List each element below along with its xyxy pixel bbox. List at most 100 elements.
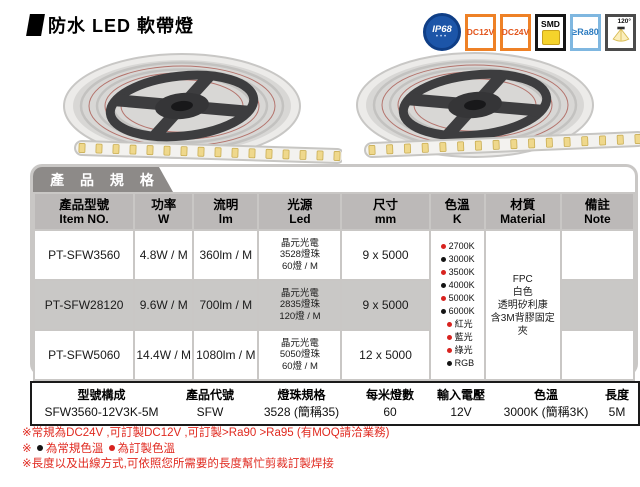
led-source-cell: 晶元光電 5050燈珠 60燈 / M (257, 329, 343, 381)
color-temp-label: 紅光 (454, 319, 473, 329)
bullet-red-icon (446, 335, 452, 340)
power-cell: 9.6W / M (133, 279, 195, 331)
model-column-header: 燈珠規格 (277, 388, 326, 402)
model-value-cell: 12V (450, 404, 472, 419)
dc24v-badge: DC24V (500, 13, 531, 51)
spec-column-header-en: lm (218, 212, 233, 226)
spec-header-row: 產品型號 Item NO. 功率 W 流明 lm 光源 Led 尺寸 mm 色溫 K 材質 Materia… (32, 192, 636, 231)
item-no-cell: PT-SFW5060 (32, 329, 136, 381)
spec-column-header-en: mm (374, 212, 397, 226)
item-no-cell: PT-SFW28120 (32, 279, 136, 331)
color-temp-option: 紅光 (432, 318, 483, 331)
model-value-cell: 5M (608, 404, 626, 419)
color-temp-option: 綠光 (432, 344, 483, 357)
spec-table: 產品型號 Item NO. 功率 W 流明 lm 光源 Led 尺寸 mm 色溫 K 材質 Materia… (32, 192, 636, 381)
spec-section-tab: 產 品 規 格 (33, 167, 173, 192)
color-temp-option: 5000K (432, 292, 483, 305)
model-value-cell: SFW (196, 404, 224, 419)
spec-column-header-en: Material (500, 212, 546, 226)
bullet-black-icon (36, 444, 43, 451)
material-line: 白色 (512, 286, 533, 298)
spec-column-header: 色溫 K (428, 192, 486, 231)
color-temp-label: 6000K (448, 306, 475, 316)
model-value-cell: 60 (383, 404, 397, 419)
color-temp-label: 3000K (448, 254, 475, 264)
bullet-red-icon (108, 444, 115, 451)
model-header-row: 型號構成 產品代號 燈珠規格 每米燈數 輸入電壓 色溫 長度 (31, 382, 639, 403)
lumen-cell: 700lm / M (192, 279, 260, 331)
model-column-header: 每米燈數 (365, 388, 414, 402)
spec-column-header: 產品型號 Item NO. (32, 192, 136, 231)
model-column-header: 產品代號 (185, 388, 234, 402)
page-title-row: 防水 LED 軟帶燈 (26, 12, 194, 38)
note-line: ※常規為DC24V ,可訂製DC12V ,可訂製>Ra90 >Ra95 (有MO… (22, 427, 390, 439)
smd-chip-icon (541, 29, 560, 45)
model-column-header: 長度 (604, 388, 629, 402)
color-temp-option: 3500K (432, 266, 483, 279)
color-temp-option: 6000K (432, 305, 483, 318)
spec-column-header-en: K (452, 212, 462, 226)
led-source-line: 120燈 / M (279, 310, 321, 322)
color-temp-option: 3000K (432, 253, 483, 266)
color-temp-label: 3500K (448, 267, 475, 277)
model-composition-table: 型號構成 產品代號 燈珠規格 每米燈數 輸入電壓 色溫 長度 SFW3560-12V3K-5… (30, 381, 640, 426)
led-strip-reel-image-left (63, 53, 342, 164)
color-temp-label: 4000K (448, 280, 475, 290)
note-line: ※長度以及出線方式,可依照您所需要的長度幫忙剪裁訂製焊接 (22, 458, 334, 470)
notes: ※常規為DC24V ,可訂製DC12V ,可訂製>Ra90 >Ra95 (有MO… (22, 426, 390, 473)
spec-column-header: 功率 W (133, 192, 195, 231)
lumen-cell: 360lm / M (192, 229, 260, 281)
title-square-icon (26, 14, 45, 36)
material-cell: FPC 白色 透明矽利康 含3M背膠固定夾 (483, 229, 562, 381)
smd-label: SMD (541, 18, 560, 29)
model-column-header: 色溫 (533, 388, 558, 402)
power-cell: 4.8W / M (133, 229, 195, 281)
water-drops-icon: ••• (435, 33, 449, 40)
size-cell: 9 x 5000 (340, 229, 431, 281)
spec-table-row: PT-SFW28120 9.6W / M 700lm / M 晶元光電 2835燈珠 12… (32, 279, 636, 331)
spec-column-header-zh: 色溫 (444, 198, 470, 212)
note-line: ※ 為常規色溫 為訂製色溫 (22, 442, 176, 455)
spec-column-header-zh: 材質 (510, 198, 536, 212)
bullet-black-icon (440, 283, 446, 288)
spec-panel: 產 品 規 格 產品型號 Item NO. 功率 W 流明 lm 光源 Led 尺寸 mm 色溫 K 材… (30, 164, 638, 381)
size-cell: 9 x 5000 (340, 279, 431, 331)
bullet-black-icon (440, 309, 446, 314)
bullet-red-icon (440, 270, 446, 275)
spec-column-header-zh: 產品型號 (59, 198, 110, 212)
spec-column-header-en: W (158, 212, 170, 226)
spec-column-header-en: Note (584, 212, 611, 226)
led-source-line: 2835燈珠 (279, 299, 320, 311)
ip68-badge: IP68 ••• (423, 13, 461, 51)
led-source-line: 3528燈珠 (279, 249, 320, 261)
dc12v-label: DC12V (466, 27, 495, 37)
beam-angle-badge: 120° (605, 13, 636, 51)
led-source-cell: 晶元光電 3528燈珠 60燈 / M (257, 229, 343, 281)
led-source-line: 晶元光電 (280, 237, 319, 249)
bullet-red-icon (440, 244, 446, 249)
material-line: 含3M背膠固定夾 (490, 312, 555, 337)
spec-column-header-zh: 流明 (213, 198, 239, 212)
spec-column-header-en: Item NO. (59, 212, 109, 226)
color-temp-label: RGB (454, 358, 475, 368)
model-column-header: 型號構成 (77, 388, 126, 402)
item-no-cell: PT-SFW3560 (32, 229, 136, 281)
spec-table-row: PT-SFW3560 4.8W / M 360lm / M 晶元光電 3528燈珠 60燈… (32, 229, 636, 381)
cri-ra80-label: ≥Ra80 (572, 27, 599, 37)
spec-column-header-zh: 功率 (151, 198, 177, 212)
color-temp-label: 藍光 (454, 332, 473, 342)
spec-column-header: 備註 Note (559, 192, 636, 231)
cri-ra80-badge: ≥Ra80 (570, 13, 601, 51)
spec-column-header: 光源 Led (257, 192, 343, 231)
color-temp-option: 4000K (432, 279, 483, 292)
bullet-red-icon (446, 322, 452, 327)
color-temp-option: RGB (432, 357, 483, 370)
color-temp-option: 2700K (432, 240, 483, 253)
led-source-line: 晶元光電 (280, 337, 319, 349)
spec-column-header: 材質 Material (483, 192, 562, 231)
power-cell: 14.4W / M (133, 329, 195, 381)
badge-row: IP68 ••• DC12V DC24V SMD ≥Ra80 120° (423, 13, 636, 51)
spec-column-header: 尺寸 mm (340, 192, 431, 231)
smd-badge: SMD (535, 13, 566, 51)
